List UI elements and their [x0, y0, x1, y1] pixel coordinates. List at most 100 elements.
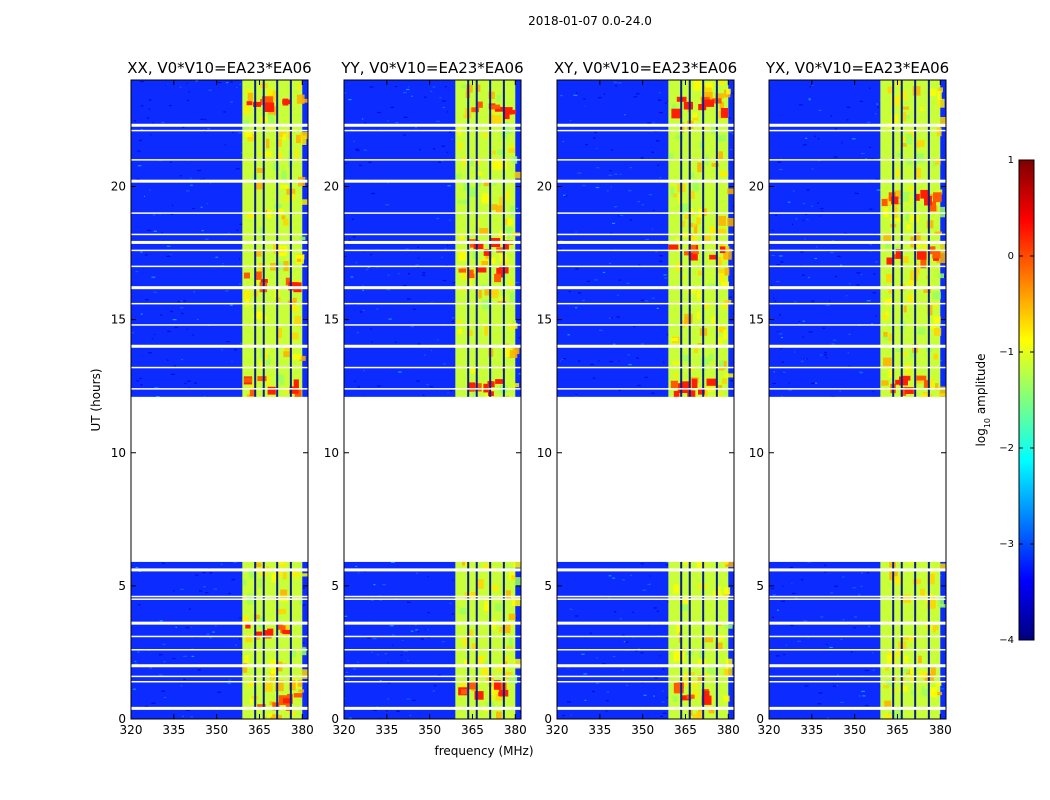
- band-texture: [691, 689, 699, 699]
- noise-speckle: [662, 668, 665, 670]
- band-texture: [246, 214, 256, 219]
- band-texture: [673, 193, 677, 198]
- noise-speckle: [575, 307, 578, 309]
- band-texture: [256, 168, 265, 173]
- band-texture: [886, 654, 893, 662]
- band-texture: [503, 661, 508, 666]
- noise-speckle: [730, 148, 733, 151]
- noise-speckle: [447, 245, 449, 247]
- band-texture: [294, 315, 301, 327]
- noise-speckle: [133, 688, 136, 690]
- band-texture: [283, 218, 289, 226]
- noise-speckle: [188, 608, 191, 610]
- noise-speckle: [826, 643, 828, 646]
- hot-spot: [709, 254, 718, 260]
- band-texture: [700, 358, 710, 365]
- noise-speckle: [188, 387, 190, 389]
- noise-speckle: [417, 246, 419, 248]
- noise-speckle: [199, 590, 202, 592]
- y-tick-label: 15: [749, 313, 764, 327]
- noise-speckle: [804, 213, 807, 215]
- band-texture: [888, 369, 895, 378]
- noise-speckle: [869, 208, 873, 210]
- noise-speckle: [728, 296, 732, 298]
- band-texture: [689, 235, 697, 241]
- noise-speckle: [583, 673, 587, 675]
- noise-speckle: [728, 117, 731, 119]
- flagged-row: [344, 568, 521, 572]
- noise-speckle: [446, 151, 448, 153]
- panel-frame: [130, 79, 309, 720]
- noise-speckle: [143, 195, 145, 197]
- flagged-row: [557, 129, 734, 132]
- band-texture: [461, 85, 467, 89]
- noise-speckle: [781, 337, 783, 339]
- noise-speckle: [657, 635, 660, 637]
- hot-spot: [683, 101, 693, 110]
- band-texture: [697, 162, 702, 173]
- colorbar-tick-label: 1: [1008, 155, 1014, 166]
- band-texture: [672, 696, 678, 702]
- noise-speckle: [368, 161, 372, 163]
- panel-plot-area: [344, 80, 521, 719]
- x-tick-label: 350: [418, 723, 441, 737]
- noise-speckle: [186, 328, 188, 330]
- x-tick-label: 380: [717, 723, 740, 737]
- noise-speckle: [840, 264, 843, 266]
- hot-spot: [490, 104, 501, 110]
- panel-2: XY, V0*V10=EA23*EA06 320 335 350 365 380 0 5 10 1…: [537, 59, 740, 737]
- band-texture: [674, 135, 684, 139]
- band-texture: [279, 594, 288, 602]
- noise-speckle: [231, 579, 235, 581]
- noise-speckle: [441, 145, 446, 147]
- band-texture: [717, 228, 726, 235]
- noise-speckle: [228, 679, 232, 681]
- y-tick-label: 10: [111, 446, 126, 460]
- flagged-row: [344, 159, 521, 161]
- band-texture: [465, 84, 473, 93]
- noise-speckle: [802, 203, 806, 205]
- noise-speckle: [362, 289, 364, 292]
- noise-speckle: [606, 691, 610, 693]
- noise-speckle: [439, 97, 442, 99]
- noise-speckle: [227, 682, 232, 685]
- noise-speckle: [794, 301, 797, 303]
- band-texture: [887, 651, 891, 656]
- noise-speckle: [575, 231, 577, 233]
- hot-spot: [267, 628, 274, 637]
- band-texture: [505, 226, 513, 235]
- x-tick-label: 335: [375, 723, 398, 737]
- band-texture: [668, 153, 674, 159]
- noise-speckle: [846, 106, 851, 108]
- band-texture: [927, 305, 933, 316]
- noise-speckle: [633, 326, 636, 328]
- noise-speckle: [618, 82, 622, 84]
- noise-speckle: [573, 94, 578, 96]
- band-texture: [491, 288, 499, 298]
- band-texture: [514, 658, 521, 669]
- noise-speckle: [608, 597, 610, 599]
- band-texture: [269, 701, 275, 705]
- noise-speckle: [834, 128, 838, 130]
- band-texture: [455, 173, 462, 180]
- band-texture: [901, 106, 909, 110]
- flagged-row: [769, 388, 946, 390]
- noise-speckle: [563, 194, 566, 196]
- noise-speckle: [146, 117, 150, 119]
- noise-speckle: [416, 380, 420, 382]
- noise-speckle: [624, 641, 629, 643]
- noise-speckle: [814, 135, 816, 137]
- noise-speckle: [186, 190, 190, 192]
- flagged-row: [557, 706, 734, 710]
- noise-speckle: [782, 585, 784, 587]
- flagged-row: [131, 286, 308, 290]
- hot-spot: [483, 383, 489, 393]
- band-texture: [691, 172, 695, 178]
- band-texture: [708, 353, 714, 361]
- band-texture: [457, 127, 462, 137]
- band-texture: [922, 393, 931, 398]
- noise-speckle: [833, 339, 837, 341]
- band-texture: [276, 328, 282, 338]
- noise-speckle: [609, 170, 612, 172]
- noise-speckle: [159, 213, 161, 215]
